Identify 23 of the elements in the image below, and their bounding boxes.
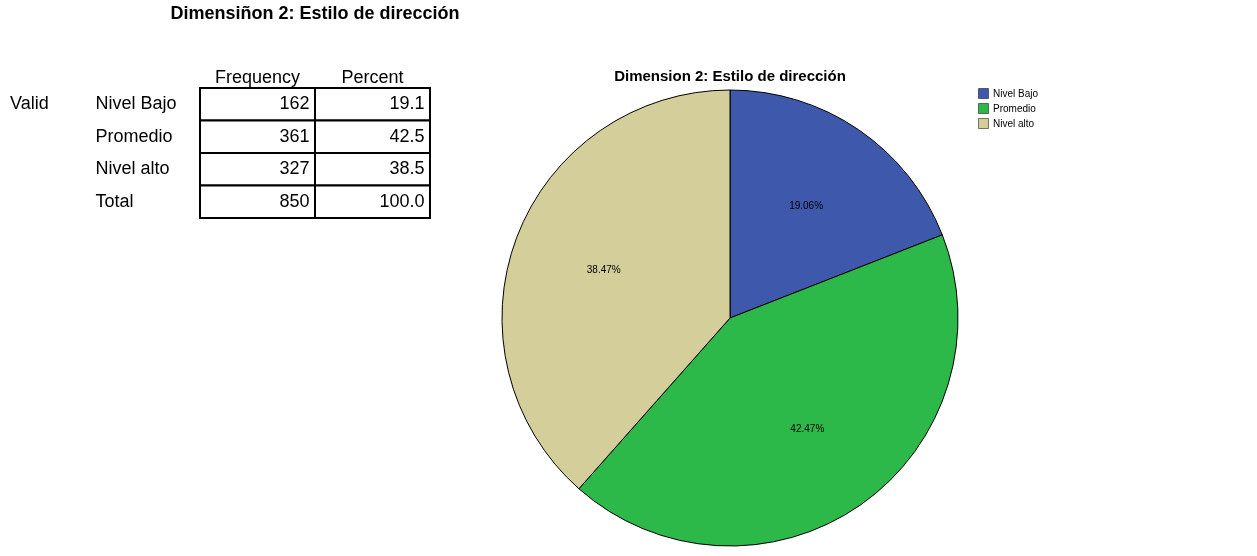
y-tick-label: Nivel Bajo (95, 93, 177, 114)
x-tick-label: Frequency (214, 66, 301, 87)
data-label: 42.47% (790, 422, 825, 434)
chart-title: Dimensiñon 2: Estilo de dirección (170, 3, 460, 23)
data-label: 162 (279, 93, 310, 114)
data-label: 361 (279, 125, 310, 146)
y-tick-label: Nivel alto (95, 158, 170, 179)
data-label: 42.5 (389, 125, 425, 146)
legend-label: Promedio (993, 102, 1037, 114)
data-label: 19.06% (789, 200, 824, 212)
data-label: 19.1 (389, 93, 425, 114)
data-label: 327 (279, 158, 310, 179)
y-tick-label: Promedio (95, 125, 173, 146)
data-label: 850 (279, 190, 310, 211)
legend-label: Nivel alto (993, 117, 1035, 129)
chart-title: Dimension 2: Estilo de dirección (614, 67, 846, 84)
text: Valid (10, 93, 49, 114)
x-tick-label: Percent (341, 66, 404, 87)
legend-label: Nivel Bajo (993, 87, 1039, 99)
data-label: 38.5 (389, 158, 425, 179)
data-label: 38.47% (586, 264, 621, 276)
y-tick-label: Total (95, 190, 134, 211)
data-label: 100.0 (379, 190, 425, 211)
